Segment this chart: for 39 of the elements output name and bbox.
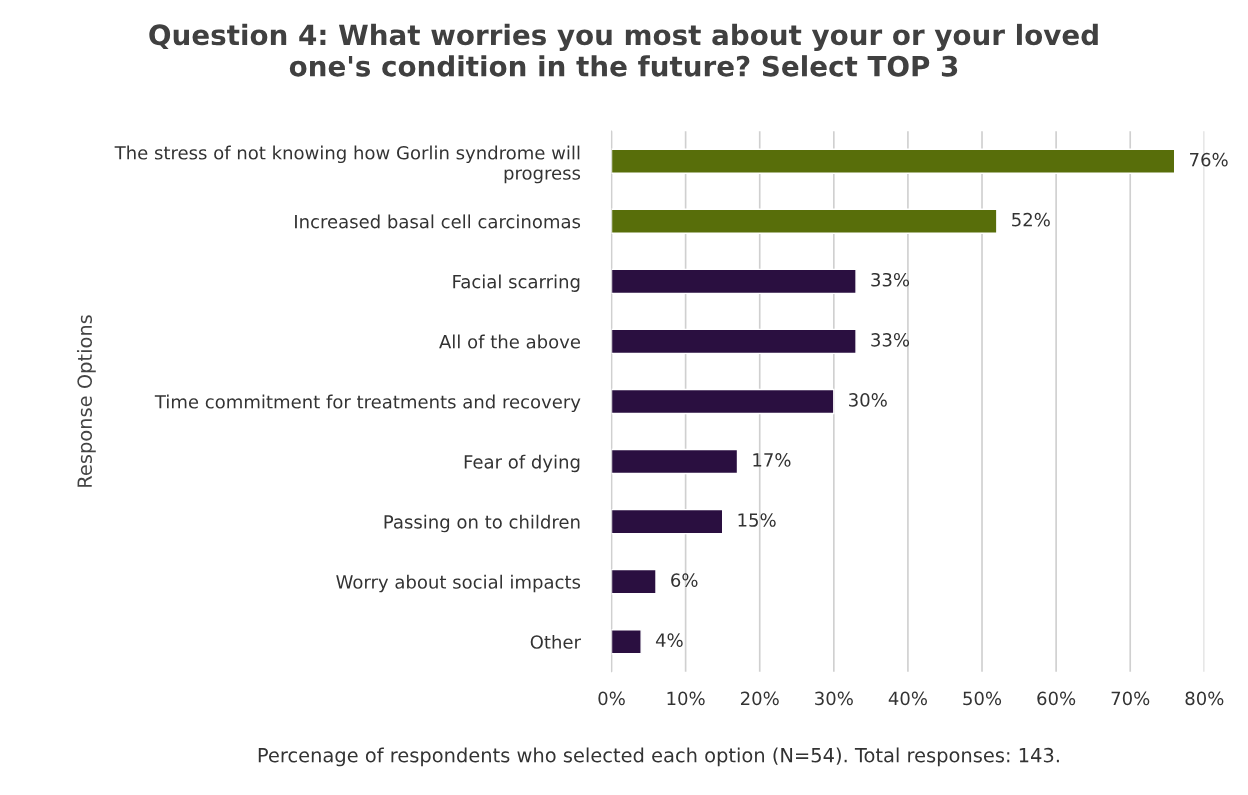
x-tick-label: 40%: [888, 691, 927, 706]
y-tick-label: All of the above: [439, 334, 580, 349]
data-label: 15%: [738, 513, 776, 527]
y-tick-label: Passing on to children: [384, 514, 580, 533]
bar: [611, 208, 998, 234]
x-tick-label: 0%: [598, 691, 625, 706]
bar: [611, 388, 835, 415]
x-tick-label: 70%: [1111, 691, 1150, 706]
data-label: 33%: [871, 332, 910, 347]
x-tick-label: 50%: [963, 691, 1002, 706]
data-label: 33%: [871, 272, 910, 287]
y-tick-label: Time commitment for treatments and recovery: [154, 394, 581, 413]
y-tick-label: Fear of dying: [464, 454, 580, 473]
y-tick-label: Facial scarring: [453, 274, 580, 292]
bar: [611, 268, 857, 295]
y-tick-label: Worry about social impacts: [336, 574, 581, 593]
bar: [611, 448, 739, 475]
y-tick-label: Other: [530, 634, 581, 649]
x-tick-label: 60%: [1037, 691, 1076, 706]
data-label: 17%: [753, 453, 791, 467]
chart-title: Question 4: What worries you most about your or your loved one's condition in the future? Select TOP 3: [149, 23, 1098, 77]
x-tick-label: 10%: [667, 691, 705, 706]
bar: [611, 568, 657, 595]
data-label: 52%: [1012, 212, 1050, 227]
data-label: 6%: [671, 573, 698, 587]
y-tick-label: The stress of not knowing how Gorlin syndrome will progress: [114, 145, 581, 184]
bar: [611, 629, 642, 655]
bar: [611, 328, 857, 355]
bar: [611, 508, 724, 535]
data-label: 4%: [655, 633, 683, 647]
data-label: 76%: [1190, 152, 1228, 167]
x-tick-label: 30%: [815, 691, 853, 706]
bar: [611, 148, 1176, 174]
x-tick-label: 80%: [1185, 691, 1224, 706]
x-axis-title: Percenage of respondents who selected each option (N=54). Total responses: 143.: [258, 747, 1059, 767]
data-label: 30%: [849, 393, 887, 407]
y-tick-label: Increased basal cell carcinomas: [295, 214, 581, 229]
y-axis-title: Response Options: [76, 315, 96, 487]
x-tick-label: 20%: [740, 691, 779, 706]
